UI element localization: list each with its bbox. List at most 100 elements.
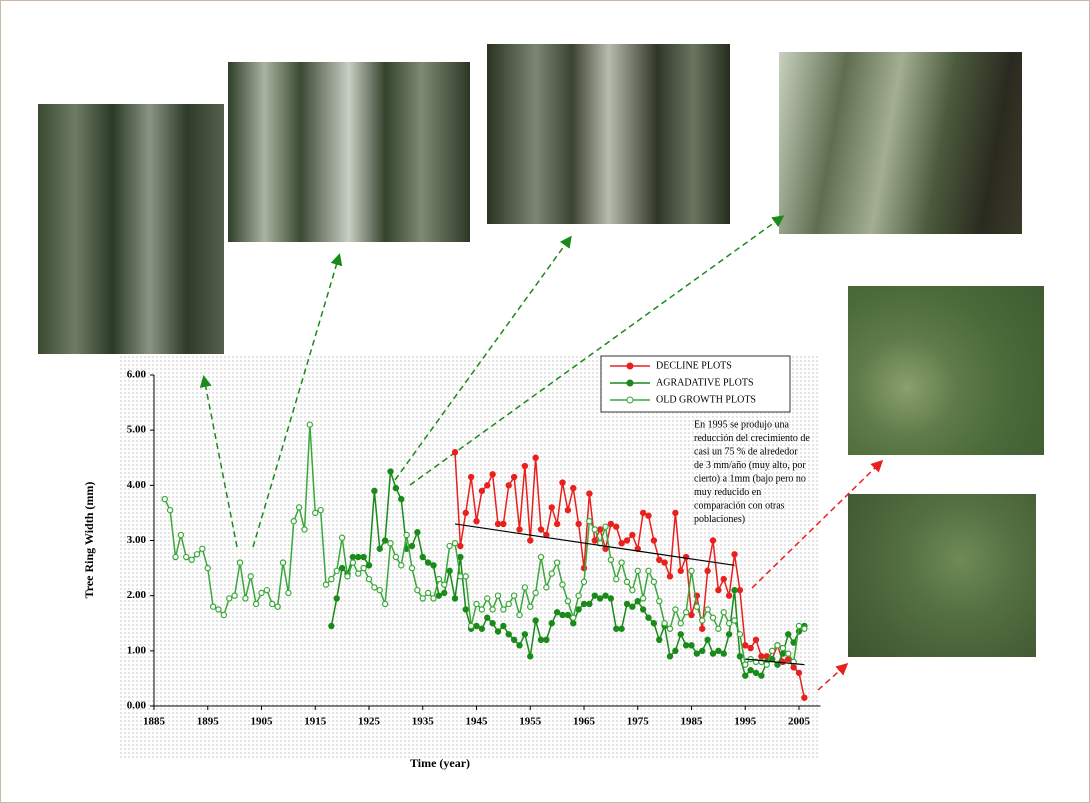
data-point <box>559 581 566 588</box>
data-point <box>779 644 787 652</box>
data-point <box>457 542 464 550</box>
data-point <box>516 642 523 649</box>
data-point <box>338 534 346 541</box>
data-point <box>430 562 437 569</box>
data-point <box>543 584 550 591</box>
y-tick-label: 4.00 <box>127 479 147 491</box>
data-point <box>462 606 469 613</box>
data-point <box>252 600 260 608</box>
data-point <box>435 592 443 599</box>
y-tick-label: 3.00 <box>127 534 147 546</box>
data-point <box>424 559 432 566</box>
data-point <box>682 642 690 649</box>
data-point <box>677 631 684 638</box>
legend-label: AGRADATIVE PLOTS <box>656 377 754 388</box>
data-point <box>699 647 706 655</box>
data-point <box>564 611 572 619</box>
data-point <box>758 653 765 660</box>
data-point <box>570 614 577 621</box>
data-point <box>747 666 754 674</box>
data-point <box>441 589 448 597</box>
data-point <box>408 564 416 572</box>
data-point <box>661 559 668 566</box>
data-point <box>344 573 351 580</box>
data-point <box>457 553 464 561</box>
data-point <box>677 620 684 627</box>
data-point <box>387 540 394 547</box>
data-point <box>677 567 684 575</box>
annotation-line: comparación con otras <box>694 500 785 511</box>
data-point <box>639 606 647 613</box>
data-point <box>505 631 512 638</box>
photo-arrows <box>751 459 884 691</box>
data-point <box>505 600 512 608</box>
legend-marker <box>626 396 634 404</box>
data-point <box>699 625 706 632</box>
data-point <box>548 620 555 627</box>
data-point <box>645 512 652 519</box>
data-point <box>682 609 690 616</box>
data-point <box>715 625 722 632</box>
data-point <box>355 553 362 561</box>
annotation-line: En 1995 se produjo una <box>694 419 790 430</box>
data-point <box>510 636 518 644</box>
data-point <box>172 553 179 561</box>
data-point <box>532 454 539 461</box>
data-point <box>521 584 529 591</box>
annotation-line: poblaciones) <box>694 514 745 525</box>
data-point <box>532 617 539 624</box>
data-point <box>500 520 507 528</box>
x-tick-label: 1925 <box>358 716 381 728</box>
data-point <box>758 672 765 679</box>
y-tick-label: 2.00 <box>127 589 147 601</box>
data-point <box>414 529 421 536</box>
legend-label: DECLINE PLOTS <box>656 360 732 371</box>
data-point <box>231 592 238 599</box>
data-point <box>553 609 561 616</box>
data-point <box>199 545 206 552</box>
trend-line <box>454 523 735 566</box>
data-point <box>661 620 668 627</box>
data-point <box>446 567 453 575</box>
data-point <box>742 661 749 668</box>
data-point <box>360 564 367 572</box>
data-point <box>365 575 373 583</box>
data-point <box>381 537 389 544</box>
data-point <box>575 606 582 613</box>
data-point <box>785 631 792 638</box>
data-point <box>478 606 486 613</box>
data-point <box>602 523 609 530</box>
data-point <box>537 636 545 644</box>
data-point <box>381 600 389 608</box>
data-point <box>731 617 738 624</box>
data-point <box>720 609 727 616</box>
annotation-line: muy reducido en <box>694 487 761 498</box>
data-point <box>623 537 631 544</box>
data-point <box>731 551 738 558</box>
data-point <box>559 479 566 486</box>
data-point <box>220 611 228 619</box>
trend-line <box>745 658 805 666</box>
data-point <box>473 600 480 608</box>
data-point <box>645 567 652 575</box>
data-point <box>607 520 615 528</box>
data-point <box>564 506 572 514</box>
data-point <box>263 586 271 594</box>
data-point <box>328 622 335 630</box>
data-point <box>317 506 324 514</box>
y-tick-label: 6.00 <box>127 369 147 381</box>
forest-canopy-photo <box>848 494 1036 657</box>
data-point <box>596 526 604 533</box>
data-point <box>349 553 357 561</box>
data-point <box>629 586 636 594</box>
data-point <box>580 578 588 586</box>
data-point <box>570 620 577 627</box>
data-point <box>322 581 330 588</box>
data-point <box>591 537 598 544</box>
data-point <box>209 603 217 610</box>
y-tick-label: 1.00 <box>127 644 147 656</box>
data-point <box>306 421 314 428</box>
data-point <box>204 564 211 572</box>
data-point <box>656 556 663 564</box>
data-point <box>376 545 383 552</box>
